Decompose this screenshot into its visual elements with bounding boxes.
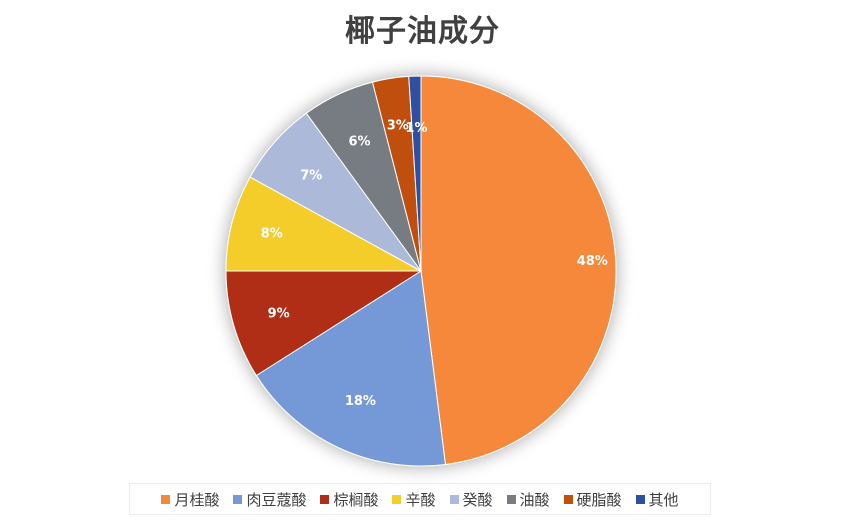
legend-swatch (161, 494, 171, 504)
pie-slice-1 (420, 75, 617, 466)
data-label-5: 7% (300, 168, 322, 183)
data-label-4: 8% (261, 227, 283, 242)
legend-label: 肉豆蔻酸 (246, 490, 307, 509)
legend-label: 癸酸 (462, 490, 493, 509)
pie-slice-4 (225, 176, 422, 272)
pie-slice-8 (408, 75, 422, 272)
legend-label: 其他 (648, 490, 679, 509)
pie-slice-2 (255, 270, 446, 467)
data-label-7: 3% (387, 119, 409, 134)
legend-item-2: 肉豆蔻酸 (233, 489, 306, 510)
legend-swatch (233, 494, 243, 504)
chart-legend: 月桂酸 肉豆蔻酸 棕榈酸 辛酸 癸酸 油酸 硬脂酸 其他 (130, 484, 710, 514)
legend-swatch (506, 494, 516, 504)
pie-slice-3 (225, 270, 423, 377)
legend-label: 棕榈酸 (333, 490, 379, 509)
legend-label: 油酸 (519, 490, 550, 509)
pie-data-labels: 48% 18% 9% 8% 7% 6% 3%1% (261, 119, 608, 409)
data-label-1: 48% (577, 254, 608, 269)
legend-swatch (635, 494, 645, 504)
legend-item-1: 月桂酸 (161, 489, 219, 510)
legend-item-5: 癸酸 (449, 489, 493, 510)
data-label-2: 18% (345, 394, 376, 409)
data-label-8: 1% (405, 121, 427, 136)
legend-label: 月桂酸 (174, 490, 220, 509)
legend-item-6: 油酸 (506, 489, 550, 510)
data-label-3: 9% (268, 306, 290, 321)
legend-item-3: 棕榈酸 (320, 489, 378, 510)
legend-item-4: 辛酸 (392, 489, 436, 510)
legend-label: 硬脂酸 (576, 490, 622, 509)
legend-item-7: 硬脂酸 (563, 489, 622, 510)
pie-slices (225, 75, 617, 467)
legend-swatch (392, 494, 402, 504)
legend-swatch (320, 494, 330, 504)
data-label-6: 6% (349, 134, 371, 149)
legend-swatch (563, 494, 573, 504)
legend-swatch (449, 494, 459, 504)
chart-title: 椰子油成分 (345, 14, 500, 49)
legend-item-8: 其他 (635, 489, 679, 510)
legend-label: 辛酸 (405, 490, 436, 509)
